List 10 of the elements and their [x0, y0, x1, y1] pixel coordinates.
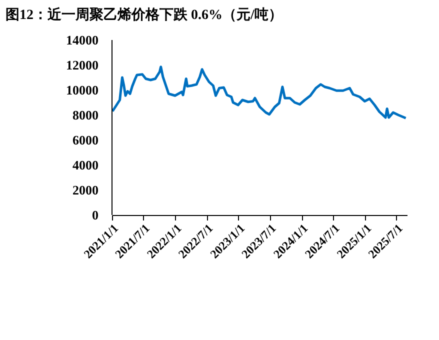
line-series: [111, 66, 408, 120]
y-tick-label: 2000: [72, 182, 98, 198]
y-tick-label: 12000: [66, 58, 98, 72]
y-tick-label: 0: [92, 208, 98, 222]
y-tick-label: 14000: [66, 32, 98, 48]
y-tick-label: 10000: [66, 82, 98, 98]
chart-title: 图12：近一周聚乙烯价格下跌 0.6%（元/吨）: [6, 6, 282, 23]
y-tick-label: 6000: [72, 132, 98, 148]
y-tick-label: 4000: [72, 158, 98, 172]
y-tick-label: 8000: [72, 108, 98, 122]
